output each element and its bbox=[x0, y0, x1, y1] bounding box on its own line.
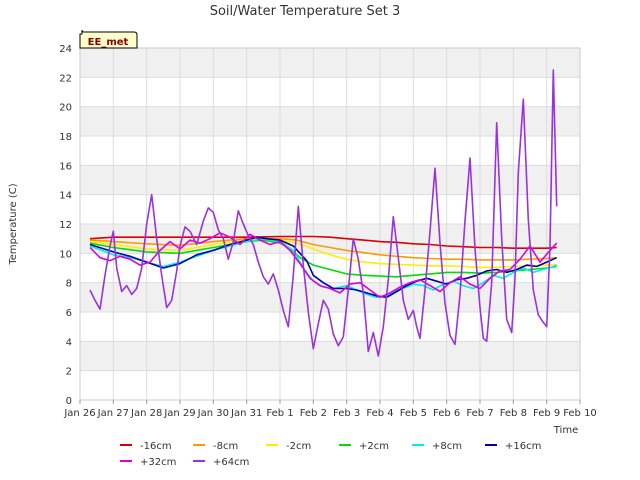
x-axis-label: Time bbox=[553, 425, 578, 436]
station-badge-label: EE_met bbox=[88, 37, 129, 48]
y-tick-label: 22 bbox=[59, 73, 72, 84]
plot-band bbox=[80, 194, 580, 224]
plot-band bbox=[80, 165, 580, 195]
y-tick-label: 0 bbox=[66, 396, 72, 407]
y-axis-label: Temperature (C) bbox=[8, 183, 19, 265]
series-lines bbox=[89, 69, 558, 357]
y-tick-label: 18 bbox=[59, 132, 72, 143]
legend-item: -8cm bbox=[193, 441, 238, 452]
y-tick-label: 2 bbox=[66, 367, 72, 378]
y-tick-label: 20 bbox=[59, 103, 72, 114]
legend-item: -16cm bbox=[120, 441, 172, 452]
plot-band bbox=[80, 341, 580, 371]
y-tick-label: 12 bbox=[59, 220, 72, 231]
series-line-+2cm bbox=[89, 239, 557, 278]
legend-label: +32cm bbox=[140, 457, 176, 468]
legend-item: -2cm bbox=[266, 441, 311, 452]
series-line-+32cm bbox=[89, 232, 558, 299]
series-line--8cm bbox=[89, 237, 557, 261]
legend-item: +2cm bbox=[339, 441, 389, 452]
x-tick-label: Feb 3 bbox=[333, 408, 360, 419]
legend-item: +64cm bbox=[193, 457, 249, 468]
series-line--2cm bbox=[89, 237, 557, 269]
legend-item: +32cm bbox=[120, 457, 176, 468]
x-tick-label: Jan 30 bbox=[197, 408, 229, 419]
y-tick-label: 4 bbox=[66, 337, 72, 348]
x-tick-label: Feb 8 bbox=[500, 408, 527, 419]
legend-label: -2cm bbox=[286, 441, 311, 452]
y-tick-label: 8 bbox=[66, 279, 72, 290]
x-tick-label: Jan 29 bbox=[163, 408, 195, 419]
y-tick-label: 14 bbox=[59, 191, 72, 202]
plot-frame bbox=[79, 47, 581, 401]
legend-label: +16cm bbox=[505, 441, 541, 452]
plot-band bbox=[80, 106, 580, 136]
x-tick-label: Feb 4 bbox=[366, 408, 393, 419]
legend-label: -16cm bbox=[140, 441, 172, 452]
x-tick-label: Jan 31 bbox=[230, 408, 262, 419]
series-line-+64cm bbox=[89, 69, 558, 357]
y-tick-label: 24 bbox=[59, 44, 72, 55]
x-tick-label: Jan 27 bbox=[97, 408, 129, 419]
x-tick-label: Feb 6 bbox=[433, 408, 460, 419]
x-axis-ticks: Jan 26 Jan 27 Jan 28 Jan 29 Jan 30 Jan 31 Feb … bbox=[63, 400, 597, 419]
x-tick-label: Jan 26 bbox=[63, 408, 95, 419]
legend: -16cm -8cm -2cm +2cm +8cm +16cm +32cm +64cm bbox=[120, 441, 541, 468]
chart-title: Soil/Water Temperature Set 3 bbox=[210, 4, 401, 19]
legend-item: +16cm bbox=[485, 441, 541, 452]
x-tick-label: Feb 9 bbox=[533, 408, 560, 419]
x-tick-label: Feb 10 bbox=[563, 408, 597, 419]
x-tick-label: Feb 7 bbox=[466, 408, 493, 419]
y-tick-label: 10 bbox=[59, 249, 72, 260]
legend-label: +64cm bbox=[213, 457, 249, 468]
legend-label: +2cm bbox=[359, 441, 389, 452]
x-tick-label: Feb 5 bbox=[400, 408, 427, 419]
x-tick-label: Feb 1 bbox=[266, 408, 293, 419]
station-badge: EE_met bbox=[79, 29, 138, 49]
plot-band bbox=[80, 48, 580, 78]
plot-band bbox=[80, 136, 580, 166]
y-tick-label: 6 bbox=[66, 308, 72, 319]
x-tick-label: Jan 28 bbox=[130, 408, 162, 419]
legend-item: +8cm bbox=[412, 441, 462, 452]
plot-band bbox=[80, 370, 580, 400]
legend-label: -8cm bbox=[213, 441, 238, 452]
legend-label: +8cm bbox=[432, 441, 462, 452]
x-tick-label: Feb 2 bbox=[300, 408, 327, 419]
plot-band bbox=[80, 253, 580, 283]
y-tick-label: 16 bbox=[59, 161, 72, 172]
plot-band bbox=[80, 77, 580, 107]
